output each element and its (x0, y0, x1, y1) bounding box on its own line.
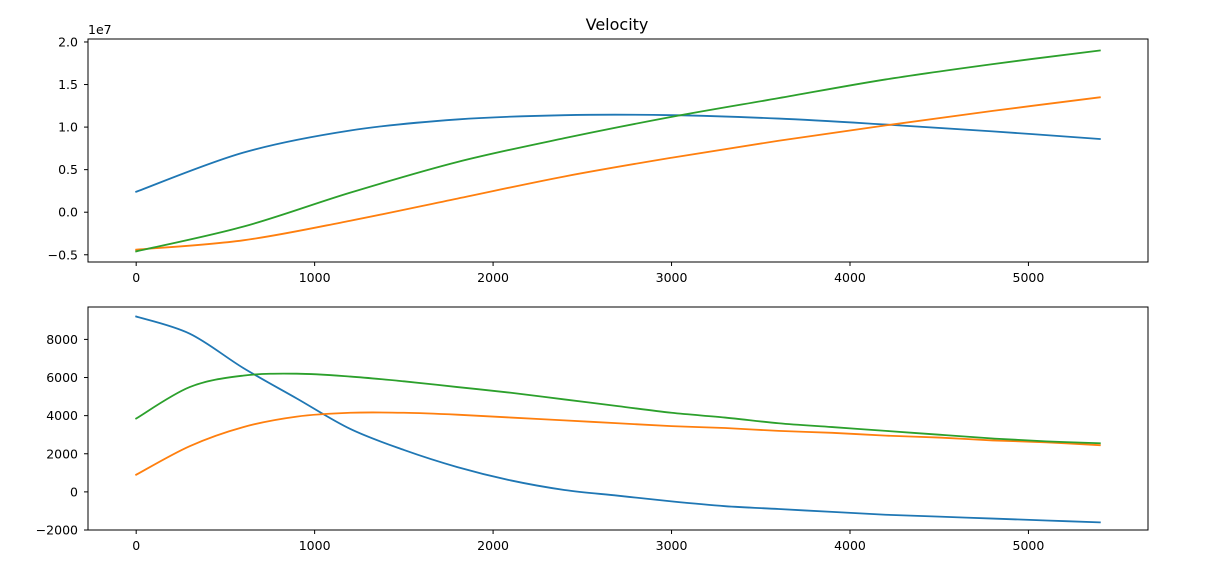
x-tick-label: 1000 (299, 538, 331, 553)
x-tick-label: 1000 (299, 270, 331, 285)
x-tick-label: 4000 (834, 270, 866, 285)
figure-background (0, 0, 1219, 571)
figure: Velocity 1e7 0 1000 2000 3000 4000 5000 −0.5 0.… (0, 0, 1219, 571)
y-tick-label: 1.5 (58, 77, 78, 92)
x-tick-label: 3000 (656, 270, 688, 285)
x-tick-label: 5000 (1013, 538, 1045, 553)
y-tick-label: 1.0 (58, 120, 78, 135)
x-tick-label: 0 (132, 270, 140, 285)
x-tick-label: 5000 (1013, 270, 1045, 285)
x-tick-label: 2000 (477, 538, 509, 553)
y-tick-label: −0.5 (48, 247, 78, 262)
y-tick-label: 6000 (46, 370, 78, 385)
x-tick-label: 2000 (477, 270, 509, 285)
y-tick-label: 0 (70, 484, 78, 499)
y-tick-label: 4000 (46, 408, 78, 423)
x-tick-label: 3000 (656, 538, 688, 553)
y-tick-label: 0.5 (58, 162, 78, 177)
x-tick-label: 0 (132, 538, 140, 553)
y-axis-offset-text: 1e7 (88, 22, 112, 37)
y-tick-label: 8000 (46, 332, 78, 347)
x-tick-label: 4000 (834, 538, 866, 553)
chart-title: Velocity (586, 15, 649, 34)
y-tick-label: −2000 (36, 523, 78, 538)
y-tick-label: 0.0 (58, 205, 78, 220)
y-tick-label: 2000 (46, 446, 78, 461)
y-tick-label: 2.0 (58, 34, 78, 49)
